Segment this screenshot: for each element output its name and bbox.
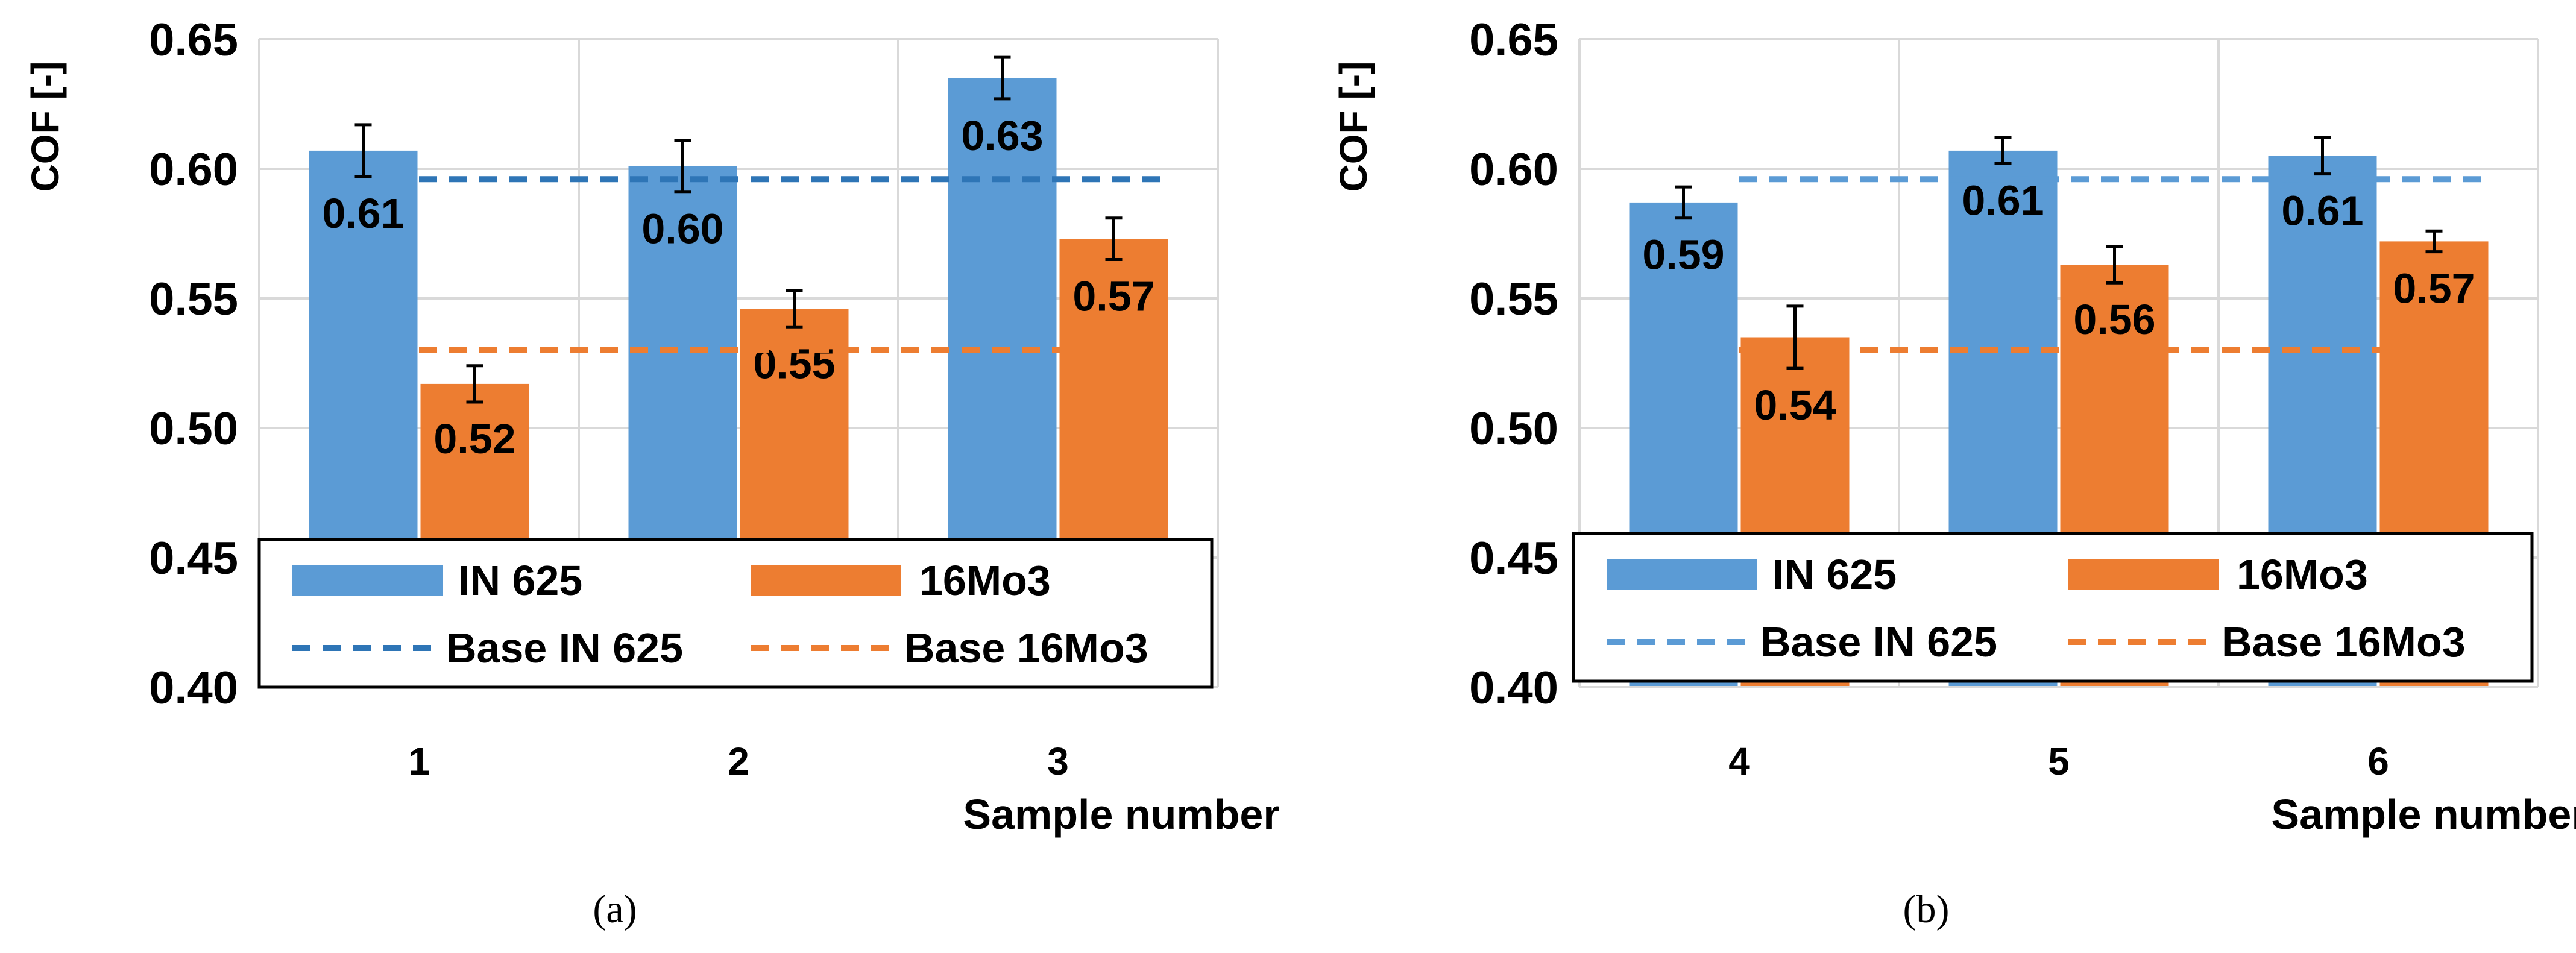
chart-panel-b: 0.40 0.45 0.50 0.55 0.60 0.65 COF [-] 0.59 0.54 4…: [1332, 14, 2576, 931]
x-tick-label: 2: [728, 740, 749, 783]
legend-label-base-in625: Base IN 625: [1760, 618, 1997, 665]
legend-box: [257, 538, 1214, 689]
y-tick-label: 0.60: [149, 144, 238, 195]
x-tick-label: 3: [1047, 740, 1069, 783]
x-tick-label: 4: [1728, 740, 1750, 783]
panel-caption: (b): [1903, 887, 1950, 931]
y-axis-label: COF [-]: [24, 61, 67, 192]
data-label: 0.63: [961, 112, 1043, 159]
y-tick-label: 0.55: [149, 274, 238, 325]
y-tick-label: 0.55: [1469, 274, 1558, 325]
panel-caption: (a): [593, 887, 637, 931]
y-tick-label: 0.65: [149, 14, 238, 66]
x-tick-label: 5: [2048, 740, 2070, 783]
data-label: 0.61: [322, 190, 404, 237]
legend-swatch-16mo3: [751, 565, 901, 596]
legend-swatch-in625: [292, 565, 443, 596]
y-tick-label: 0.40: [149, 662, 238, 714]
x-axis-label: Sample number: [2271, 791, 2576, 838]
x-tick-label: 1: [408, 740, 430, 783]
data-label: 0.57: [1072, 273, 1154, 320]
legend-label-in625: IN 625: [1772, 551, 1897, 598]
legend-label-base-16mo3: Base 16Mo3: [904, 624, 1148, 672]
data-label: 0.56: [2073, 296, 2155, 343]
data-label: 0.61: [1962, 177, 2044, 224]
legend-label-16mo3: 16Mo3: [919, 557, 1051, 604]
legend-swatch-in625: [1607, 559, 1757, 590]
data-label: 0.52: [433, 415, 515, 462]
legend-label-base-in625: Base IN 625: [446, 624, 683, 672]
data-label: 0.61: [2281, 187, 2363, 234]
y-tick-label: 0.50: [1469, 403, 1558, 454]
data-label: 0.59: [1642, 231, 1724, 278]
data-label: 0.57: [2393, 265, 2475, 312]
chart-panel-a: 0.40 0.45 0.50 0.55 0.60 0.65 COF [-] 0.61 0.52 1…: [24, 14, 1280, 931]
legend-label-in625: IN 625: [458, 557, 582, 604]
x-tick-label: 6: [2367, 740, 2389, 783]
legend-label-base-16mo3: Base 16Mo3: [2222, 618, 2466, 665]
y-tick-label: 0.50: [149, 403, 238, 454]
x-axis-label: Sample number: [963, 791, 1279, 838]
y-tick-label: 0.60: [1469, 144, 1558, 195]
y-axis-label: COF [-]: [1332, 61, 1375, 192]
legend-label-16mo3: 16Mo3: [2237, 551, 2368, 598]
legend-box: [1572, 532, 2534, 683]
data-label: 0.60: [641, 206, 723, 253]
y-tick-label: 0.65: [1469, 14, 1558, 66]
y-tick-label: 0.45: [1469, 533, 1558, 584]
data-label: 0.54: [1754, 382, 1836, 429]
legend-swatch-16mo3: [2068, 559, 2219, 590]
y-tick-label: 0.45: [149, 533, 238, 584]
y-tick-label: 0.40: [1469, 662, 1558, 714]
